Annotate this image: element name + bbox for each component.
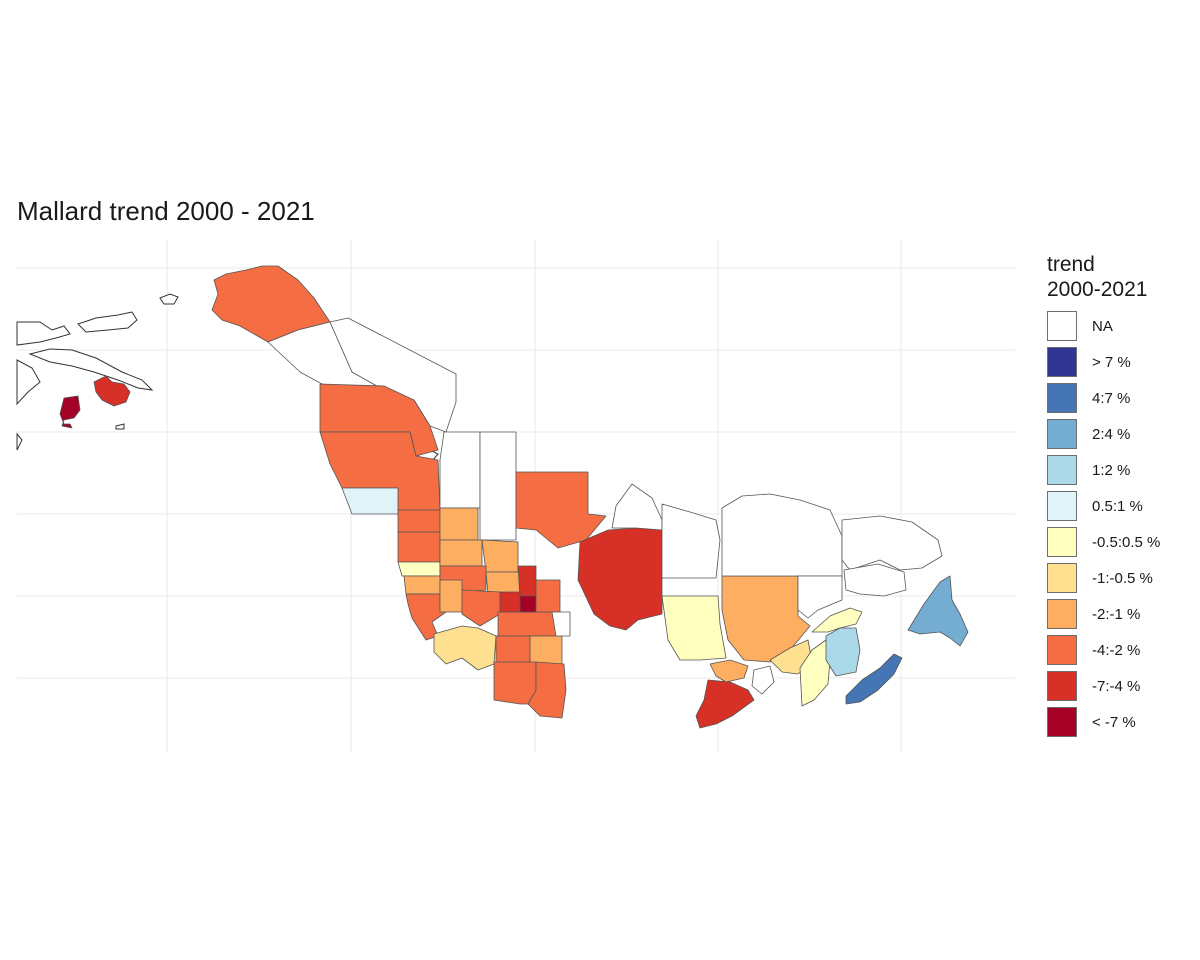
region-ontario-south-east[interactable] — [751, 665, 775, 695]
legend-item: 4:7 % — [1047, 380, 1160, 416]
legend-swatch — [1047, 347, 1077, 377]
region-montana[interactable] — [481, 539, 519, 573]
region-quebec-north[interactable] — [611, 483, 663, 531]
region-alberta-south[interactable] — [439, 507, 479, 541]
legend-items: NA > 7 % 4:7 % 2:4 % 1:2 % 0.5:1 % -0.5:0.5 % -… — [1047, 308, 1160, 740]
legend-item: NA — [1047, 308, 1160, 344]
legend-swatch — [1047, 635, 1077, 665]
region-alaska-interior[interactable] — [211, 265, 331, 343]
outline-arctic-island — [16, 359, 41, 406]
legend-item: 1:2 % — [1047, 452, 1160, 488]
legend-title-line2: 2000-2021 — [1047, 278, 1148, 301]
region-ontario-se[interactable] — [843, 563, 907, 597]
legend-title-line1: trend — [1047, 253, 1095, 276]
legend-label: < -7 % — [1092, 713, 1136, 731]
outline-arctic-island — [16, 432, 23, 451]
legend-label: -1:-0.5 % — [1092, 569, 1153, 587]
legend-item: -2:-1 % — [1047, 596, 1160, 632]
region-gaspe[interactable] — [811, 607, 863, 633]
region-maine[interactable] — [799, 639, 831, 707]
legend-item: -1:-0.5 % — [1047, 560, 1160, 596]
legend-label: 1:2 % — [1092, 461, 1131, 479]
region-labrador[interactable] — [661, 503, 721, 579]
region-texas-south[interactable] — [527, 661, 567, 719]
legend-item: < -7 % — [1047, 704, 1160, 740]
region-new-mexico-west[interactable] — [433, 625, 497, 671]
region-quebec-northeast[interactable] — [841, 515, 943, 571]
legend-label: 0.5:1 % — [1092, 497, 1143, 515]
legend-swatch — [1047, 455, 1077, 485]
region-michigan[interactable] — [709, 659, 749, 683]
region-aleutian-west[interactable] — [59, 395, 81, 429]
legend-label: > 7 % — [1092, 353, 1131, 371]
legend-item: -0.5:0.5 % — [1047, 524, 1160, 560]
region-california-central[interactable] — [403, 575, 441, 595]
legend-label: -7:-4 % — [1092, 677, 1141, 695]
region-ontario-north[interactable] — [577, 527, 663, 631]
legend-label: NA — [1092, 317, 1113, 335]
legend-swatch — [1047, 707, 1077, 737]
region-nebraska[interactable] — [499, 591, 521, 613]
legend-swatch — [1047, 419, 1077, 449]
region-wyoming[interactable] — [461, 589, 501, 627]
region-nova-scotia[interactable] — [845, 653, 903, 705]
outline-arctic-island — [16, 321, 71, 346]
region-minnesota-upper[interactable] — [551, 611, 571, 637]
legend-item: 2:4 % — [1047, 416, 1160, 452]
map-title: Mallard trend 2000 - 2021 — [17, 196, 315, 226]
outline-arctic-island — [77, 311, 138, 333]
legend-swatch — [1047, 671, 1077, 701]
legend-label: -2:-1 % — [1092, 605, 1141, 623]
legend-item: -7:-4 % — [1047, 668, 1160, 704]
legend-label: 4:7 % — [1092, 389, 1131, 407]
legend-swatch — [1047, 563, 1077, 593]
legend-item: 0.5:1 % — [1047, 488, 1160, 524]
region-texas-west[interactable] — [493, 661, 537, 705]
region-bc-coast[interactable] — [341, 487, 399, 515]
legend-label: 2:4 % — [1092, 425, 1131, 443]
region-alaska-peninsula[interactable] — [93, 375, 131, 407]
region-kansas[interactable] — [519, 595, 537, 613]
region-newfoundland[interactable] — [907, 575, 969, 647]
legend-item: > 7 % — [1047, 344, 1160, 380]
region-ontario-central[interactable] — [661, 595, 727, 661]
region-minnesota[interactable] — [535, 579, 561, 613]
legend-swatch — [1047, 527, 1077, 557]
region-california-north[interactable] — [397, 561, 441, 577]
region-saskatchewan-south[interactable] — [439, 539, 483, 567]
legend-swatch — [1047, 491, 1077, 521]
region-northwest-territories[interactable] — [329, 317, 457, 433]
region-washington[interactable] — [397, 509, 441, 533]
outline-arctic-island — [159, 293, 179, 305]
region-oregon[interactable] — [397, 531, 441, 563]
legend-swatch — [1047, 311, 1077, 341]
region-new-brunswick[interactable] — [825, 627, 861, 677]
legend-swatch — [1047, 599, 1077, 629]
region-oklahoma[interactable] — [529, 635, 563, 665]
outline-arctic-island — [28, 348, 154, 391]
legend: trend 2000-2021 NA > 7 % 4:7 % 2:4 % 1:2 % 0.… — [1047, 252, 1160, 740]
region-quebec-east[interactable] — [721, 493, 843, 577]
region-colorado[interactable] — [497, 611, 557, 637]
region-saskatchewan-north[interactable] — [479, 431, 517, 541]
legend-item: -4:-2 % — [1047, 632, 1160, 668]
legend-swatch — [1047, 383, 1077, 413]
region-iowa[interactable] — [495, 635, 531, 665]
region-utah[interactable] — [485, 571, 521, 595]
region-ontario-south[interactable] — [695, 679, 755, 729]
legend-label: -4:-2 % — [1092, 641, 1141, 659]
choropleth-map — [16, 240, 1015, 752]
region-nevada[interactable] — [439, 579, 463, 613]
region-alberta-north[interactable] — [439, 431, 481, 509]
region-ontario-east[interactable] — [797, 575, 843, 619]
outline-arctic-island — [115, 423, 125, 430]
legend-label: -0.5:0.5 % — [1092, 533, 1161, 551]
regions — [59, 265, 969, 729]
